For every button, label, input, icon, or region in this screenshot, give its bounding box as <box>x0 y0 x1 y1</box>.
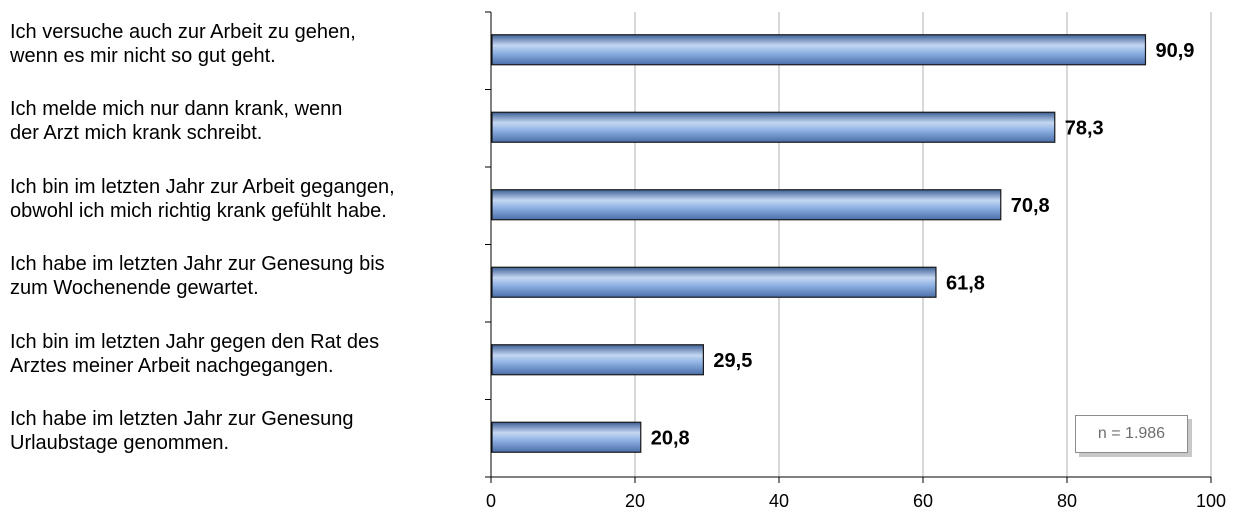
x-tick-label: 40 <box>769 491 789 511</box>
data-labels: 90,9 78,3 70,8 61,8 29,5 20,8 <box>651 40 1195 450</box>
gridlines <box>634 12 1212 477</box>
data-label: 61,8 <box>946 272 985 294</box>
data-label: 20,8 <box>651 427 690 449</box>
x-tick-label: 60 <box>913 491 933 511</box>
data-label: 70,8 <box>1011 195 1050 217</box>
axes <box>485 11 1212 483</box>
category-label: Ich melde mich nur dann krank, wenn der … <box>10 98 343 145</box>
bar <box>491 111 1056 143</box>
category-label: Ich versuche auch zur Arbeit zu gehen, w… <box>10 20 356 67</box>
category-label: Ich habe im letzten Jahr zur Genesung bi… <box>10 253 385 300</box>
sample-size-note: n = 1.986 <box>1075 415 1188 453</box>
data-label: 90,9 <box>1155 40 1194 62</box>
category-label: Ich bin im letzten Jahr zur Arbeit gegan… <box>10 175 395 222</box>
bar <box>491 421 642 453</box>
x-tick-label: 0 <box>486 491 496 511</box>
x-tick-labels: 0 20 40 60 80 100 <box>486 491 1226 511</box>
x-tick-label: 80 <box>1057 491 1077 511</box>
category-label: Ich bin im letzten Jahr gegen den Rat de… <box>10 330 380 377</box>
data-label: 78,3 <box>1065 117 1104 139</box>
bar <box>491 266 937 298</box>
bars <box>491 34 1147 453</box>
x-tick-label: 100 <box>1196 491 1226 511</box>
data-label: 29,5 <box>713 350 752 372</box>
category-label: Ich habe im letzten Jahr zur Genesung Ur… <box>10 408 354 455</box>
bar <box>491 34 1147 66</box>
bar <box>491 344 704 376</box>
bar <box>491 189 1002 221</box>
x-tick-label: 20 <box>625 491 645 511</box>
